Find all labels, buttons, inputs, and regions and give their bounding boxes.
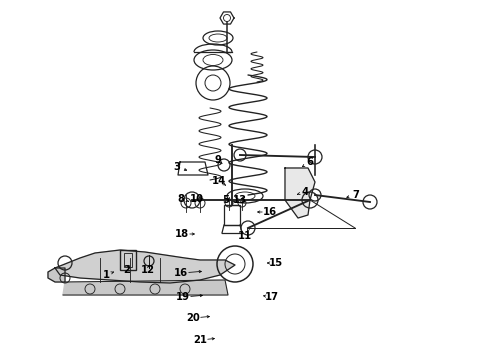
Text: 11: 11	[238, 231, 252, 241]
Bar	[124, 253, 132, 267]
Text: 17: 17	[265, 292, 279, 302]
Text: 5: 5	[222, 195, 229, 205]
Text: 10: 10	[190, 194, 204, 204]
Text: 18: 18	[175, 229, 189, 239]
Text: 4: 4	[301, 187, 309, 197]
Text: 14: 14	[212, 176, 226, 186]
Bar	[120, 250, 136, 270]
Polygon shape	[55, 250, 235, 283]
Text: 9: 9	[215, 155, 221, 165]
Text: 15: 15	[269, 258, 283, 268]
Polygon shape	[285, 168, 315, 218]
Text: 1: 1	[102, 270, 110, 280]
Text: 16: 16	[174, 268, 188, 278]
Text: 20: 20	[186, 313, 200, 323]
Text: 7: 7	[353, 190, 360, 200]
Text: 16: 16	[263, 207, 277, 217]
Polygon shape	[63, 280, 228, 295]
Polygon shape	[48, 268, 65, 282]
Text: 21: 21	[193, 335, 207, 345]
Text: 19: 19	[176, 292, 190, 302]
Text: 8: 8	[177, 194, 185, 204]
Text: 2: 2	[123, 265, 130, 275]
Text: 6: 6	[307, 157, 314, 167]
Text: 13: 13	[233, 195, 247, 205]
Text: 3: 3	[173, 162, 180, 172]
Bar	[224, 205, 240, 225]
Text: 12: 12	[141, 265, 155, 275]
